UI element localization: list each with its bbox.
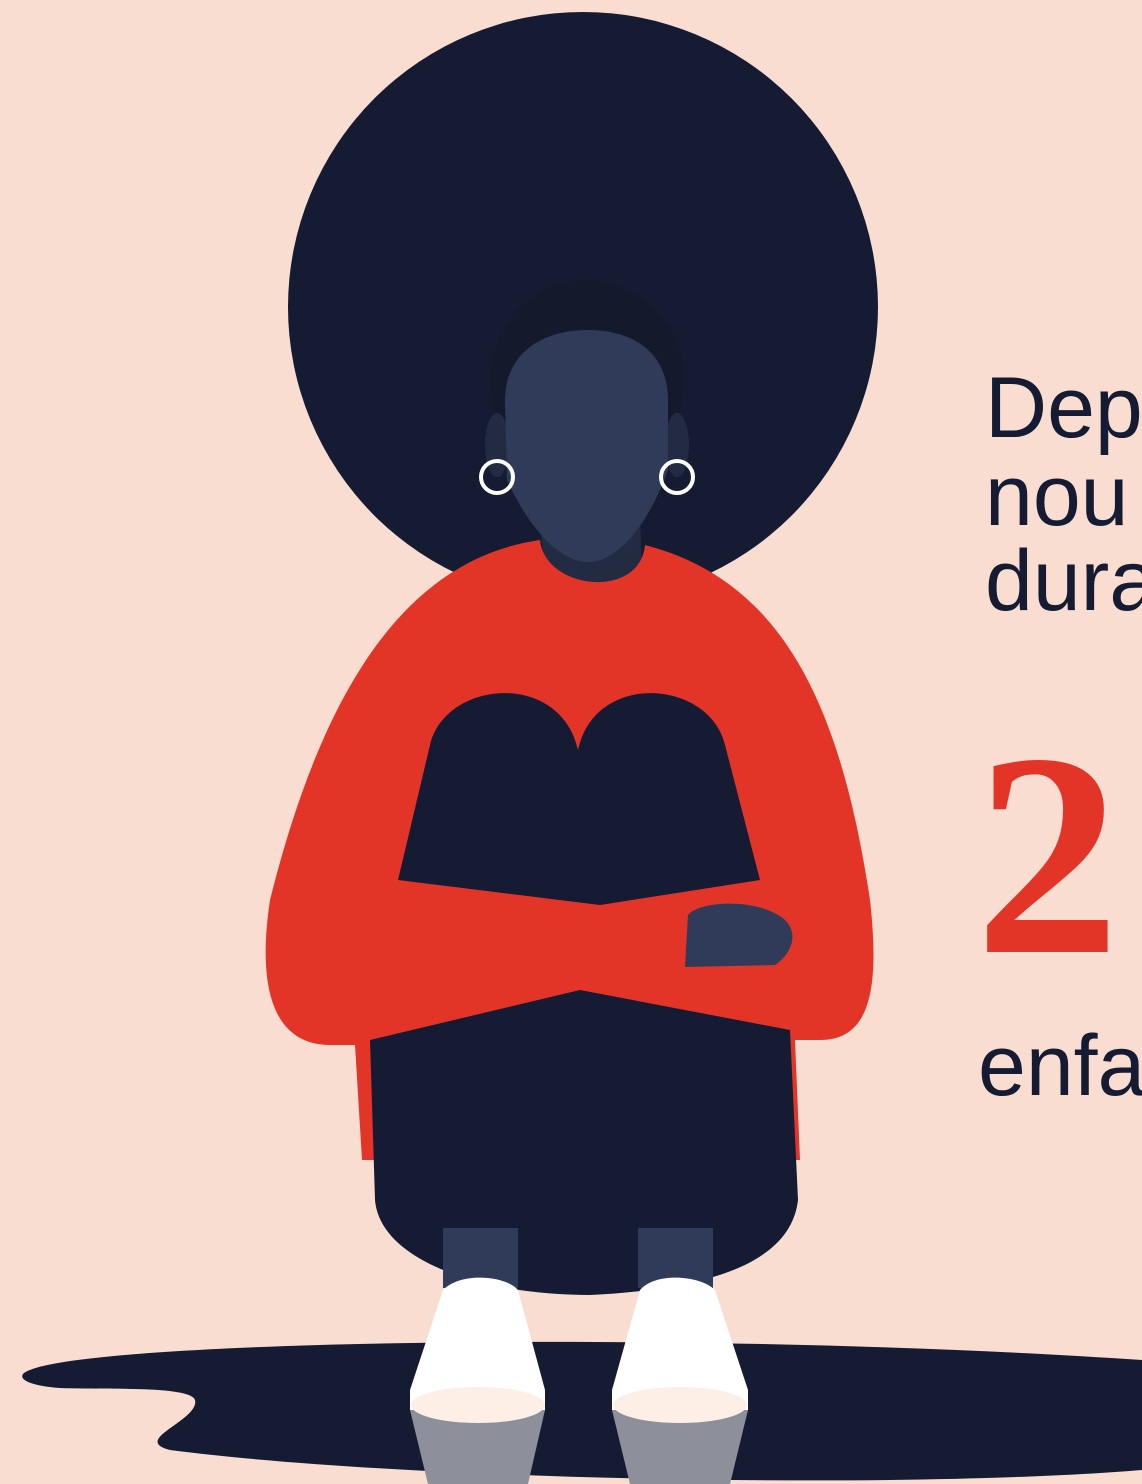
earring: [659, 459, 695, 495]
shoe: [410, 1277, 545, 1410]
ear: [485, 413, 509, 477]
ear: [665, 413, 689, 477]
text-line: Dep: [985, 360, 1142, 456]
knees: [398, 693, 760, 905]
shoe: [612, 1277, 748, 1410]
sole: [411, 1387, 545, 1423]
text-line: enfa: [978, 1018, 1142, 1114]
legs: [370, 990, 798, 1295]
big-number: 2: [975, 694, 1120, 1015]
reflection: [612, 1410, 748, 1484]
earring: [479, 459, 515, 495]
puddle: [22, 1341, 1142, 1481]
text-line: dura: [985, 533, 1142, 629]
text-line: nou: [985, 448, 1129, 544]
head: [505, 330, 668, 562]
sole: [613, 1387, 747, 1423]
hand: [685, 903, 793, 967]
reflection: [410, 1410, 545, 1484]
